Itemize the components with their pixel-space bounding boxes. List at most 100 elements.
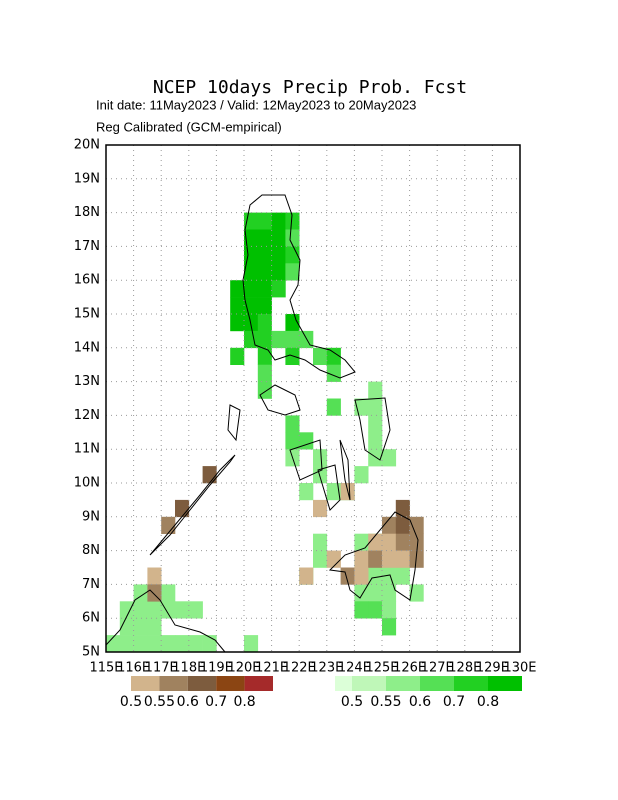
prob-cell bbox=[326, 398, 341, 416]
prob-cell bbox=[382, 601, 397, 619]
prob-cell bbox=[257, 347, 272, 365]
y-tick-label: 9N bbox=[82, 509, 100, 524]
prob-cell bbox=[257, 381, 272, 399]
prob-cell bbox=[147, 635, 162, 653]
legend-swatch bbox=[187, 676, 217, 691]
y-tick-label: 16N bbox=[74, 273, 100, 288]
y-tick-label: 7N bbox=[82, 577, 100, 592]
prob-cell bbox=[244, 280, 259, 298]
prob-cell bbox=[119, 635, 134, 653]
title: NCEP 10days Precip Prob. Fcst bbox=[153, 77, 467, 98]
legend-label: 0.6 bbox=[177, 694, 199, 710]
prob-cell bbox=[285, 415, 300, 433]
prob-cell bbox=[161, 635, 176, 653]
prob-cell bbox=[257, 297, 272, 315]
y-tick-label: 17N bbox=[74, 239, 100, 254]
prob-cell bbox=[368, 601, 383, 619]
x-tick-label: 122E bbox=[283, 661, 316, 676]
prob-cell bbox=[188, 601, 203, 619]
prob-cell bbox=[326, 550, 341, 568]
prob-cell bbox=[313, 347, 328, 365]
prob-cell bbox=[285, 330, 300, 349]
prob-cell bbox=[368, 550, 383, 568]
prob-cell bbox=[230, 314, 245, 332]
prob-cell bbox=[326, 364, 341, 382]
prob-cell bbox=[409, 584, 424, 602]
prob-cell bbox=[395, 550, 410, 568]
prob-cell bbox=[368, 381, 383, 399]
prob-cell bbox=[299, 567, 314, 585]
x-tick-label: 126E bbox=[393, 661, 426, 676]
legend-swatch bbox=[335, 676, 352, 691]
legend-swatch bbox=[420, 676, 454, 691]
prob-cell bbox=[313, 499, 328, 518]
prob-cell bbox=[368, 415, 383, 433]
prob-cell bbox=[161, 516, 176, 534]
y-tick-label: 13N bbox=[74, 374, 100, 389]
prob-cell bbox=[244, 314, 259, 332]
legend-swatch bbox=[386, 676, 420, 691]
legend-swatch bbox=[488, 676, 522, 691]
prob-cell bbox=[271, 229, 286, 247]
prob-cell bbox=[285, 212, 300, 230]
prob-cell bbox=[133, 635, 148, 653]
prob-cell bbox=[202, 466, 217, 484]
prob-cell bbox=[147, 601, 162, 619]
prob-cell bbox=[175, 601, 190, 619]
prob-cell bbox=[271, 280, 286, 298]
legend-label: 0.8 bbox=[233, 694, 255, 710]
y-tick-label: 8N bbox=[82, 543, 100, 558]
prob-cell bbox=[244, 263, 259, 281]
legend-swatch bbox=[159, 676, 188, 691]
prob-cell bbox=[244, 212, 259, 230]
prob-cell bbox=[368, 432, 383, 450]
y-tick-label: 5N bbox=[82, 645, 100, 660]
prob-cell bbox=[382, 533, 397, 551]
legend-label: 0.5 bbox=[120, 694, 142, 710]
grid bbox=[105, 144, 521, 653]
prob-cell bbox=[354, 550, 369, 568]
legend-label: 0.7 bbox=[205, 694, 227, 710]
prob-cell bbox=[230, 280, 245, 298]
prob-cell bbox=[257, 212, 272, 230]
prob-cell bbox=[147, 567, 162, 585]
prob-cell bbox=[285, 229, 300, 247]
x-tick-label: 121E bbox=[255, 661, 288, 676]
prob-cell bbox=[257, 364, 272, 382]
prob-cell bbox=[326, 347, 341, 365]
x-tick-label: 124E bbox=[338, 661, 371, 676]
legend-swatch bbox=[131, 676, 160, 691]
prob-cell bbox=[395, 516, 410, 534]
subtitle: Init date: 11May2023 / Valid: 12May2023 … bbox=[96, 97, 416, 112]
prob-cell bbox=[313, 533, 328, 551]
map-frame bbox=[105, 144, 521, 653]
prob-cell bbox=[354, 601, 369, 619]
prob-cell bbox=[313, 466, 328, 484]
prob-cell bbox=[257, 229, 272, 247]
prob-cell bbox=[285, 347, 300, 365]
prob-cell bbox=[257, 330, 272, 349]
x-tick-label: 115E bbox=[89, 661, 122, 676]
prob-cell bbox=[285, 263, 300, 281]
legend-label: 0.6 bbox=[409, 694, 431, 710]
prob-cell bbox=[395, 533, 410, 551]
prob-cell bbox=[368, 398, 383, 416]
note: Reg Calibrated (GCM-empirical) bbox=[96, 119, 282, 134]
legend-label: 0.55 bbox=[144, 694, 175, 710]
prob-cell bbox=[313, 550, 328, 568]
prob-cell bbox=[409, 533, 424, 551]
prob-cell bbox=[119, 601, 134, 619]
x-tick-label: 125E bbox=[365, 661, 398, 676]
prob-cell bbox=[354, 533, 369, 551]
legend-label: 0.8 bbox=[477, 694, 499, 710]
prob-cell bbox=[285, 246, 300, 264]
prob-cell bbox=[368, 533, 383, 551]
prob-cell bbox=[161, 601, 176, 619]
x-tick-label: 128E bbox=[448, 661, 481, 676]
prob-cell bbox=[368, 584, 383, 602]
y-tick-label: 18N bbox=[74, 205, 100, 220]
prob-cell bbox=[175, 635, 190, 653]
x-tick-label: 118E bbox=[172, 661, 205, 676]
prob-cell bbox=[244, 635, 259, 653]
